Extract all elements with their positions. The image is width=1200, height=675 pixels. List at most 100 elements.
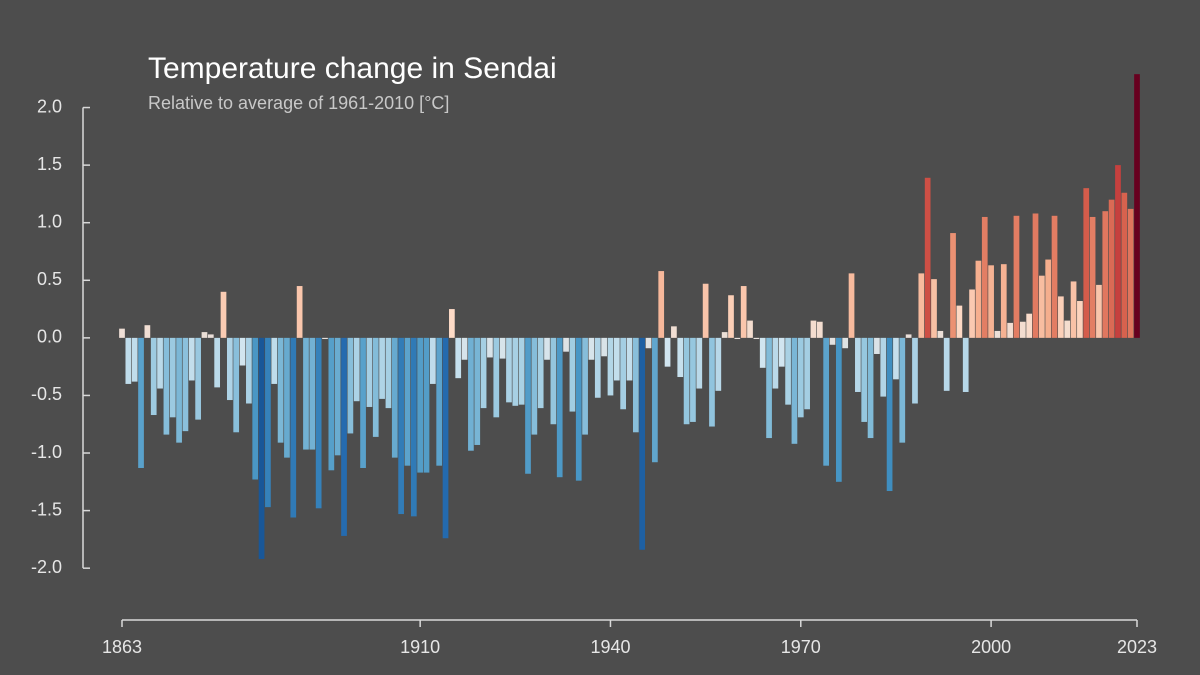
bar	[721, 332, 728, 338]
bar	[379, 337, 385, 399]
bar	[334, 337, 341, 456]
bar	[195, 337, 201, 420]
bar	[226, 337, 233, 401]
bar	[169, 337, 176, 418]
bar	[315, 337, 322, 509]
bar	[550, 337, 557, 425]
bar	[601, 337, 607, 357]
bar	[582, 337, 588, 435]
bar	[385, 337, 392, 409]
bar	[252, 337, 259, 480]
bar	[639, 337, 646, 550]
bar	[398, 337, 404, 515]
bar	[201, 332, 208, 338]
bar	[163, 337, 170, 435]
chart-subtitle: Relative to average of 1961-2010 [°C]	[148, 93, 449, 113]
bar	[1096, 284, 1102, 338]
bar	[1102, 211, 1109, 338]
x-tick-label: 2000	[971, 637, 1011, 657]
bar	[588, 337, 595, 360]
bar	[309, 337, 316, 450]
y-tick-label: -2.0	[31, 557, 62, 577]
bar	[956, 305, 963, 338]
bar	[975, 260, 982, 338]
bar	[575, 337, 582, 481]
bar	[239, 337, 246, 366]
bar	[823, 337, 830, 466]
y-tick-label: 2.0	[37, 96, 62, 116]
bar	[804, 337, 810, 410]
bar	[188, 337, 195, 381]
bar	[1007, 322, 1013, 338]
bar	[759, 337, 766, 368]
bar	[506, 337, 512, 403]
bar	[544, 337, 550, 360]
bar	[797, 337, 804, 418]
y-tick-label: -1.0	[31, 442, 62, 462]
bar	[1077, 301, 1083, 338]
bar	[683, 337, 690, 425]
bar	[740, 286, 747, 338]
bar	[372, 337, 379, 437]
bar	[835, 337, 842, 482]
bar	[474, 337, 481, 445]
bar	[709, 337, 715, 427]
bar	[645, 337, 652, 349]
bar	[233, 337, 240, 433]
bar	[1134, 74, 1140, 338]
bar	[468, 337, 474, 451]
bar	[442, 337, 449, 539]
bar	[1019, 321, 1026, 338]
bar	[366, 337, 373, 407]
bar	[404, 337, 411, 466]
bar	[772, 337, 779, 389]
bar	[988, 265, 994, 338]
bar	[1026, 313, 1033, 338]
bar	[981, 216, 988, 338]
bar	[296, 286, 303, 338]
bar	[537, 337, 544, 409]
bar	[220, 291, 227, 338]
bar	[671, 326, 677, 338]
bar	[829, 337, 836, 345]
bar	[842, 337, 849, 349]
bar	[658, 271, 665, 338]
bar	[715, 337, 722, 391]
bar	[1083, 188, 1090, 338]
bar	[157, 337, 163, 389]
bar	[931, 279, 937, 338]
bar	[899, 337, 906, 443]
bar	[360, 337, 366, 468]
bar	[766, 337, 772, 439]
bar	[525, 337, 531, 474]
bar	[125, 337, 132, 384]
bar	[499, 337, 506, 359]
bar	[962, 337, 969, 392]
bar	[702, 283, 709, 338]
bar	[1058, 296, 1064, 338]
bar	[271, 337, 278, 384]
bar	[816, 321, 823, 338]
bar	[347, 337, 354, 434]
bar	[778, 337, 785, 367]
bar	[138, 337, 144, 468]
bar	[1089, 216, 1096, 338]
bar	[176, 337, 182, 443]
x-tick-label: 1940	[590, 637, 630, 657]
bar	[1038, 275, 1045, 338]
bar	[613, 337, 620, 381]
y-tick-label: 0.5	[37, 269, 62, 289]
x-tick-label: 1970	[781, 637, 821, 657]
bar	[728, 295, 734, 338]
bar	[1013, 215, 1020, 338]
bar	[131, 337, 138, 382]
bar	[265, 337, 271, 508]
bar	[791, 337, 798, 444]
x-tick-label: 1910	[400, 637, 440, 657]
bar	[632, 337, 639, 433]
bar	[690, 337, 696, 422]
bar	[747, 320, 753, 338]
bar	[1115, 165, 1121, 338]
bar	[429, 337, 436, 384]
